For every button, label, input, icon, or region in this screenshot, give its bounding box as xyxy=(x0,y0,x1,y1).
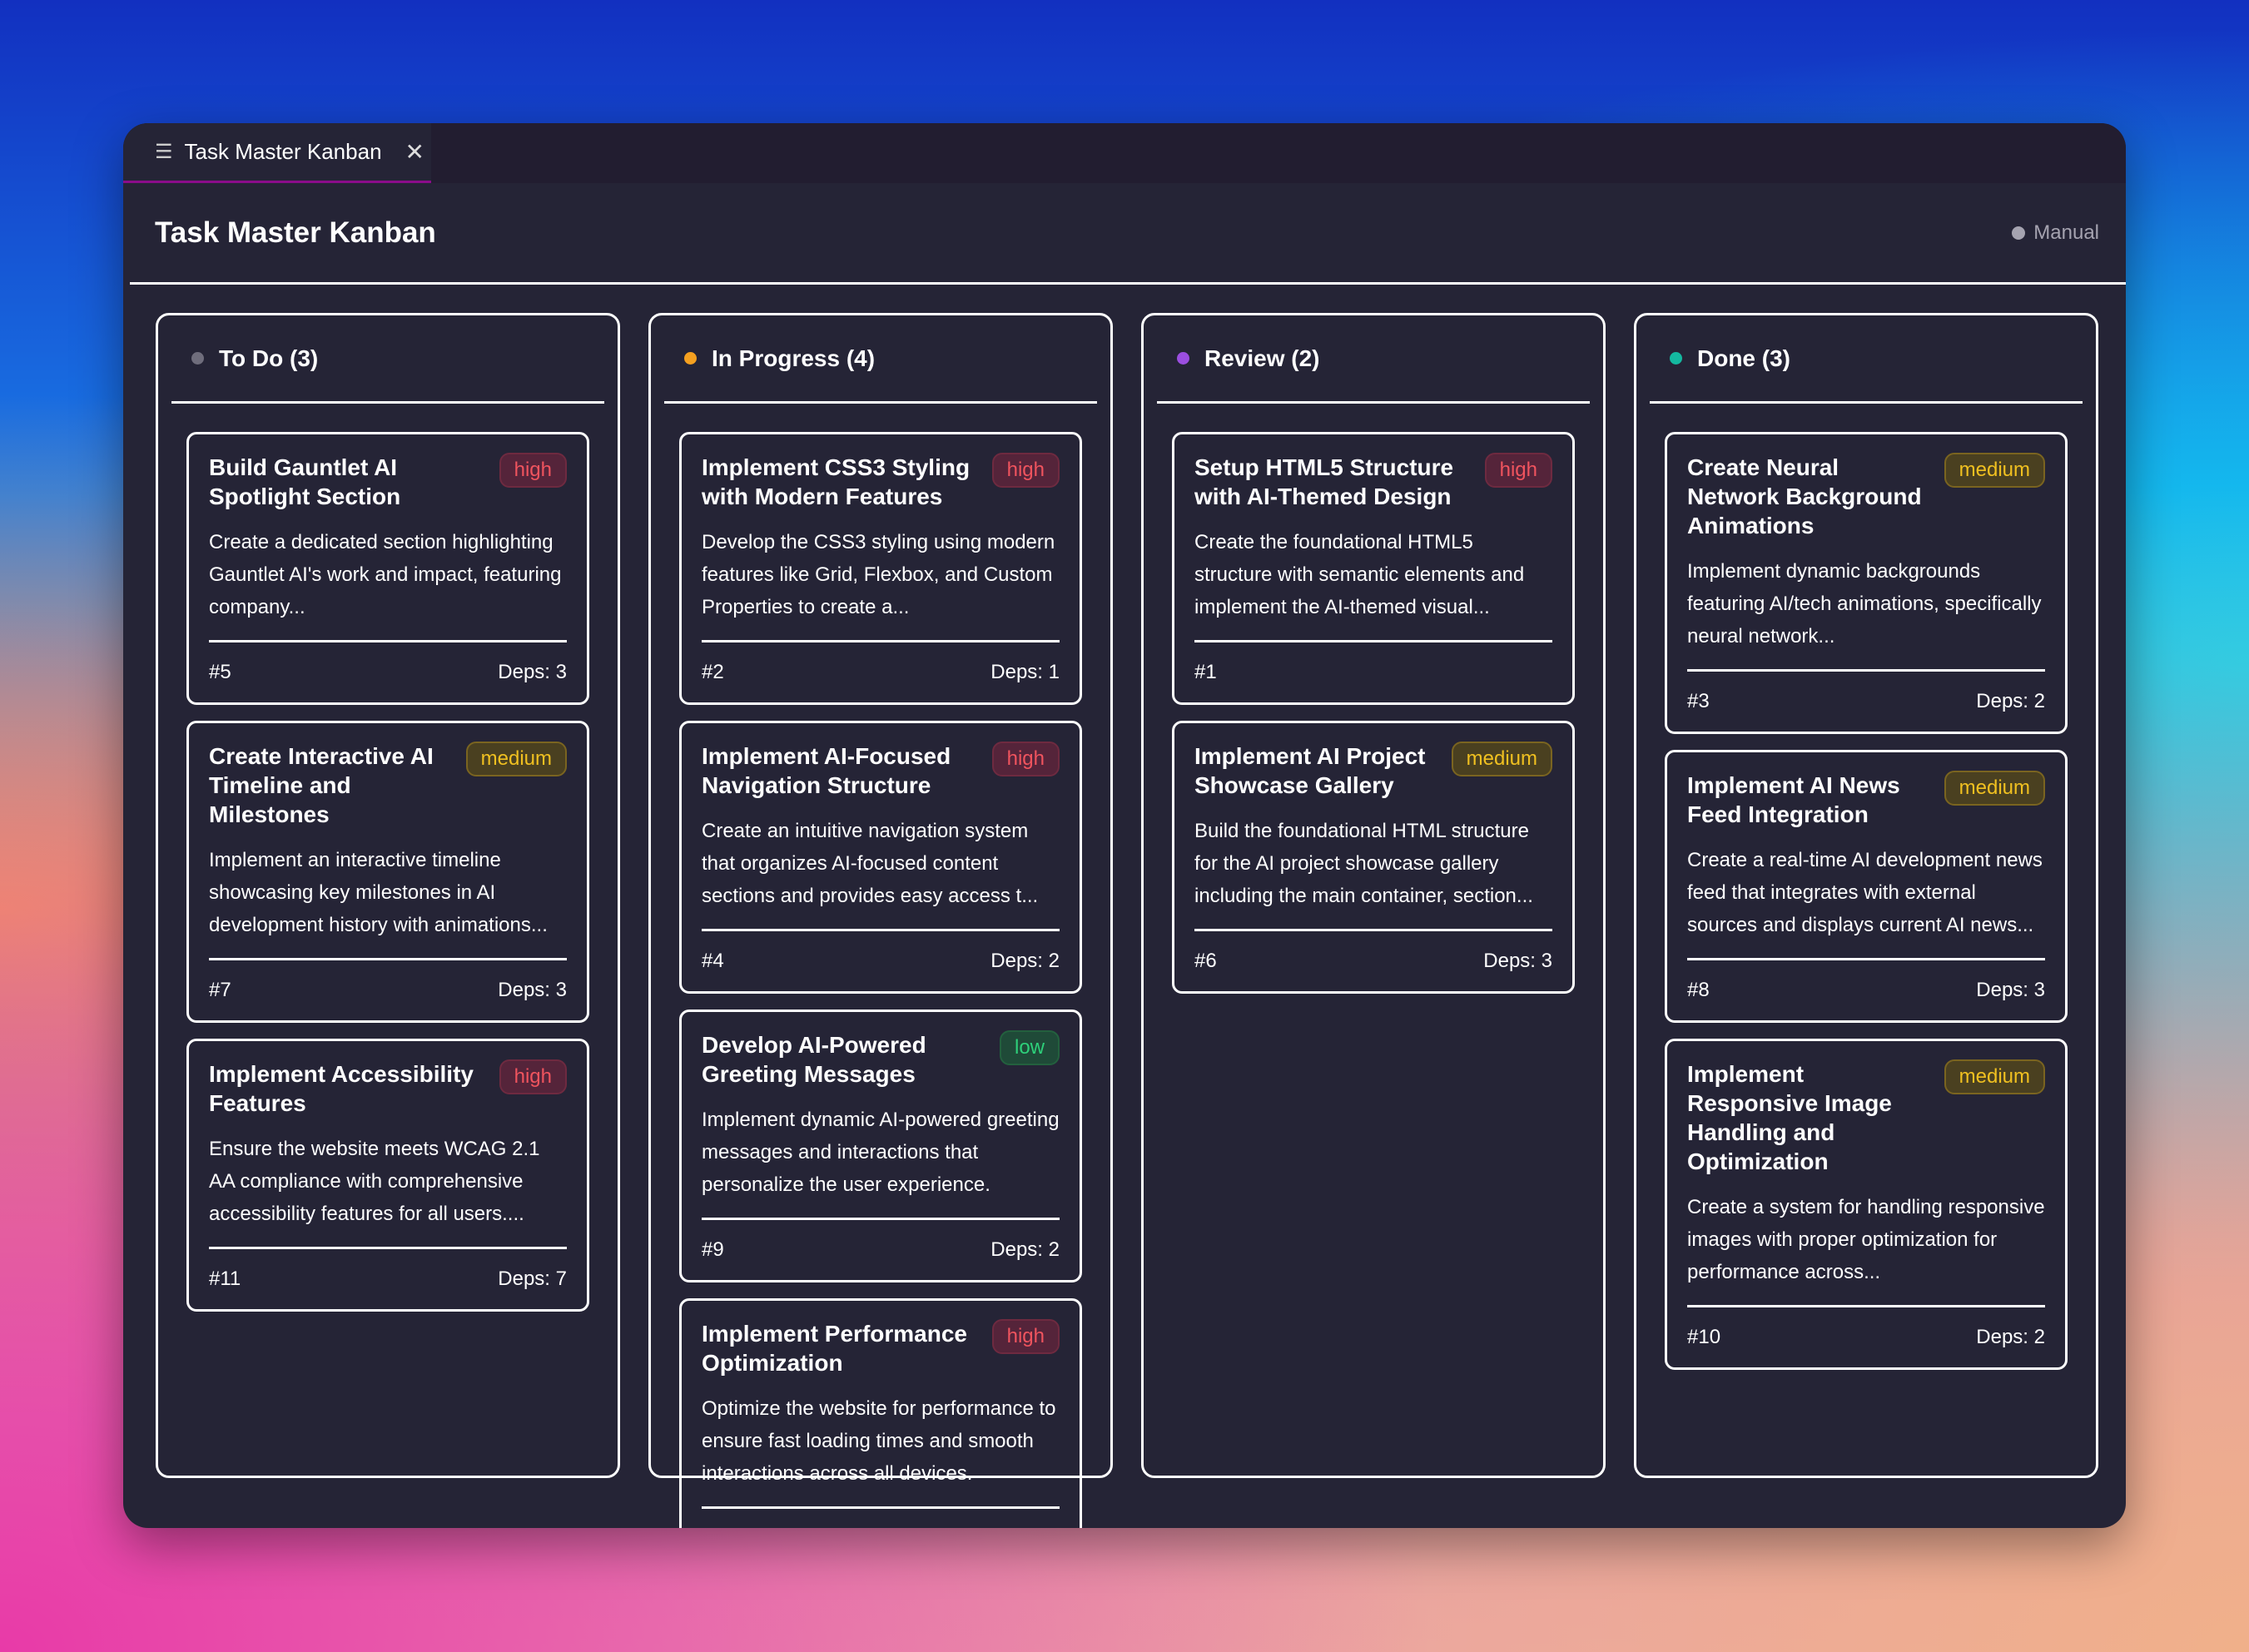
task-card[interactable]: Setup HTML5 Structure with AI-Themed Des… xyxy=(1172,432,1575,705)
column-status-dot-icon xyxy=(1177,352,1189,365)
task-deps: Deps: 7 xyxy=(498,1268,567,1290)
priority-badge: medium xyxy=(1944,453,2045,488)
column: Done (3) Create Neural Network Backgroun… xyxy=(1634,313,2098,1478)
priority-badge: high xyxy=(499,453,567,488)
task-card[interactable]: Implement Performance Optimization high … xyxy=(679,1298,1082,1528)
task-id: #10 xyxy=(1687,1326,1721,1348)
column-status-dot-icon xyxy=(1670,352,1682,365)
column-status-dot-icon xyxy=(684,352,697,365)
column-title: Done (3) xyxy=(1697,345,1790,371)
task-deps: Deps: 2 xyxy=(990,950,1060,972)
task-card[interactable]: Implement CSS3 Styling with Modern Featu… xyxy=(679,432,1082,705)
task-description: Build the foundational HTML structure fo… xyxy=(1194,815,1552,931)
column: Review (2) Setup HTML5 Structure with AI… xyxy=(1141,313,1606,1478)
task-title: Implement Accessibility Features xyxy=(209,1061,474,1116)
priority-badge: medium xyxy=(1451,742,1552,776)
task-id: #11 xyxy=(209,1268,241,1290)
task-deps: Deps: 3 xyxy=(498,979,567,1001)
task-title: Create Neural Network Background Animati… xyxy=(1687,454,1922,538)
priority-badge: medium xyxy=(465,742,567,776)
task-title: Build Gauntlet AI Spotlight Section xyxy=(209,454,401,509)
task-deps: Deps: 2 xyxy=(990,1238,1060,1261)
column: In Progress (4) Implement CSS3 Styling w… xyxy=(648,313,1113,1528)
task-description: Implement an interactive timeline showca… xyxy=(209,844,567,960)
task-description: Implement dynamic AI-powered greeting me… xyxy=(702,1104,1060,1220)
task-title: Implement AI-Focused Navigation Structur… xyxy=(702,743,951,798)
task-card[interactable]: Create Interactive AI Timeline and Miles… xyxy=(186,721,589,1023)
kanban-board: To Do (3) Build Gauntlet AI Spotlight Se… xyxy=(123,285,2126,1528)
task-title: Implement Performance Optimization xyxy=(702,1321,967,1376)
status-dot-icon xyxy=(2012,226,2026,240)
task-title: Implement AI Project Showcase Gallery xyxy=(1194,743,1426,798)
task-card[interactable]: Build Gauntlet AI Spotlight Section high… xyxy=(186,432,589,705)
column-title: In Progress (4) xyxy=(712,345,876,371)
task-description: Create the foundational HTML5 structure … xyxy=(1194,526,1552,642)
column-header: Review (2) xyxy=(1157,315,1590,404)
task-deps: Deps: 3 xyxy=(1483,950,1552,972)
priority-badge: high xyxy=(991,1319,1060,1354)
task-id: #2 xyxy=(702,661,724,683)
task-id: #6 xyxy=(1194,950,1217,972)
column-header: In Progress (4) xyxy=(664,315,1097,404)
task-description: Develop the CSS3 styling using modern fe… xyxy=(702,526,1060,642)
task-id: #1 xyxy=(1194,661,1217,683)
tab-label: Task Master Kanban xyxy=(184,139,382,164)
task-description: Create a system for handling responsive … xyxy=(1687,1191,2045,1307)
task-deps: Deps: 2 xyxy=(1976,690,2045,712)
task-title: Develop AI-Powered Greeting Messages xyxy=(702,1032,926,1087)
task-deps: Deps: 3 xyxy=(498,661,567,683)
priority-badge: high xyxy=(991,453,1060,488)
task-id: #7 xyxy=(209,979,231,1001)
mode-indicator[interactable]: Manual xyxy=(2012,221,2099,245)
task-id: #5 xyxy=(209,661,231,683)
column-header: Done (3) xyxy=(1650,315,2083,404)
task-card[interactable]: Implement AI-Focused Navigation Structur… xyxy=(679,721,1082,994)
task-card[interactable]: Implement AI News Feed Integration mediu… xyxy=(1665,750,2068,1023)
task-id: #9 xyxy=(702,1238,724,1261)
priority-badge: high xyxy=(991,742,1060,776)
task-title: Implement Responsive Image Handling and … xyxy=(1687,1061,1892,1174)
kanban-window: ☰ Task Master Kanban ✕ Task Master Kanba… xyxy=(123,123,2126,1528)
task-description: Ensure the website meets WCAG 2.1 AA com… xyxy=(209,1133,567,1249)
tab-task-master-kanban[interactable]: ☰ Task Master Kanban ✕ xyxy=(123,123,431,183)
priority-badge: high xyxy=(499,1059,567,1094)
page-title: Task Master Kanban xyxy=(155,216,436,249)
task-description: Implement dynamic backgrounds featuring … xyxy=(1687,555,2045,672)
column: To Do (3) Build Gauntlet AI Spotlight Se… xyxy=(156,313,620,1478)
task-card[interactable]: Implement Accessibility Features high En… xyxy=(186,1039,589,1312)
priority-badge: high xyxy=(1484,453,1552,488)
task-card[interactable]: Develop AI-Powered Greeting Messages low… xyxy=(679,1010,1082,1282)
task-description: Create a dedicated section highlighting … xyxy=(209,526,567,642)
header: Task Master Kanban Manual xyxy=(130,183,2126,285)
task-title: Create Interactive AI Timeline and Miles… xyxy=(209,743,434,827)
task-id: #3 xyxy=(1687,690,1710,712)
task-card[interactable]: Implement AI Project Showcase Gallery me… xyxy=(1172,721,1575,994)
task-deps: Deps: 3 xyxy=(1976,979,2045,1001)
task-title: Setup HTML5 Structure with AI-Themed Des… xyxy=(1194,454,1454,509)
column-header: To Do (3) xyxy=(171,315,604,404)
task-card[interactable]: Implement Responsive Image Handling and … xyxy=(1665,1039,2068,1370)
mode-label: Manual xyxy=(2033,221,2099,244)
column-status-dot-icon xyxy=(191,352,204,365)
priority-badge: medium xyxy=(1944,771,2045,806)
column-title: Review (2) xyxy=(1204,345,1320,371)
task-title: Implement CSS3 Styling with Modern Featu… xyxy=(702,454,971,509)
task-title: Implement AI News Feed Integration xyxy=(1687,772,1900,827)
task-id: #8 xyxy=(1687,979,1710,1001)
priority-badge: medium xyxy=(1944,1059,2045,1094)
priority-badge: low xyxy=(999,1030,1060,1065)
task-card[interactable]: Create Neural Network Background Animati… xyxy=(1665,432,2068,734)
close-icon[interactable]: ✕ xyxy=(405,139,424,165)
list-icon: ☰ xyxy=(155,141,173,163)
column-title: To Do (3) xyxy=(219,345,319,371)
tab-bar: ☰ Task Master Kanban ✕ xyxy=(123,123,2126,183)
task-deps: Deps: 2 xyxy=(1976,1326,2045,1348)
task-description: Optimize the website for performance to … xyxy=(702,1392,1060,1509)
task-deps: Deps: 1 xyxy=(990,661,1060,683)
task-description: Create a real-time AI development news f… xyxy=(1687,844,2045,960)
task-id: #4 xyxy=(702,950,724,972)
task-description: Create an intuitive navigation system th… xyxy=(702,815,1060,931)
